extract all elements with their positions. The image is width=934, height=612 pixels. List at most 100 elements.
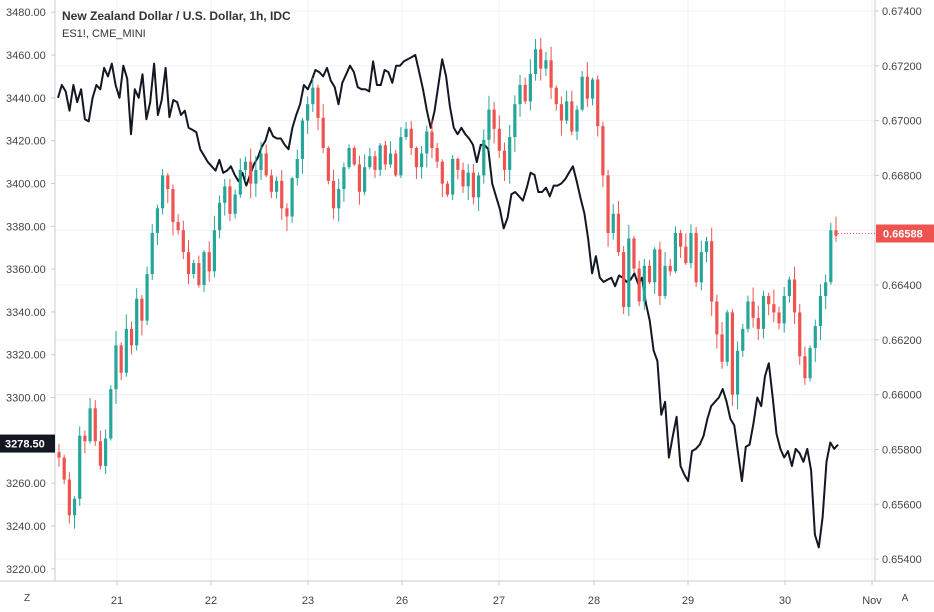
candle <box>306 96 310 134</box>
candle-body <box>166 175 170 190</box>
candle-body <box>761 295 766 329</box>
candle-body <box>378 145 382 170</box>
right-axis-tick-label: 0.65400 <box>882 554 922 566</box>
candle <box>290 176 294 223</box>
candle-body <box>373 156 377 170</box>
candle <box>114 331 118 404</box>
candle <box>228 178 232 222</box>
candle <box>435 142 439 168</box>
candle <box>430 120 434 159</box>
candle-body <box>249 161 253 184</box>
right-axis-tick-label: 0.67400 <box>882 6 922 18</box>
time-axis-tick-label: 28 <box>588 595 600 607</box>
candle <box>352 145 356 167</box>
right-axis-tick-label: 0.66200 <box>882 335 922 347</box>
candle <box>295 149 299 186</box>
right-axis-tick-label: 0.65800 <box>882 444 922 456</box>
last-price-badge-label: 0.66588 <box>883 228 923 240</box>
candle-body <box>658 249 662 296</box>
candle <box>388 141 393 168</box>
candle-body <box>445 183 450 195</box>
candle-body <box>803 356 807 379</box>
candle-body <box>93 408 97 442</box>
right-axis-tick-label: 0.66400 <box>882 280 922 292</box>
candle-body <box>363 167 367 192</box>
candle-body <box>798 312 802 357</box>
candle-body <box>290 178 294 217</box>
time-axis-tick-label: 30 <box>779 595 791 607</box>
candle <box>212 215 216 278</box>
candle-body <box>549 60 553 88</box>
candle-body <box>777 312 781 324</box>
candle <box>150 224 154 280</box>
candle-body <box>792 279 797 313</box>
candle <box>575 105 579 141</box>
candle <box>342 162 346 202</box>
candle <box>124 314 128 377</box>
auto-scale-button[interactable]: A <box>901 593 909 604</box>
time-axis-tick-label: 27 <box>493 595 505 607</box>
candle-body <box>818 295 823 327</box>
candle <box>679 229 683 259</box>
candle <box>104 429 108 474</box>
candle <box>456 157 460 180</box>
candle <box>590 77 595 106</box>
candle-body <box>243 161 248 170</box>
candle-body <box>751 301 755 318</box>
candle-body <box>533 49 538 74</box>
candle-body <box>689 232 693 264</box>
candle-body <box>492 109 496 129</box>
candle-body <box>622 252 626 307</box>
candle <box>751 287 755 328</box>
candle-body <box>104 438 108 466</box>
candle-body <box>637 268 641 302</box>
candle-body <box>192 263 196 275</box>
candle <box>414 146 419 179</box>
candle <box>528 59 532 111</box>
candle <box>274 176 279 199</box>
chart-grid <box>55 0 875 581</box>
candle-body <box>274 180 279 192</box>
right-axis-tick-label: 0.65600 <box>882 499 922 511</box>
candle-body <box>264 153 268 176</box>
candle <box>269 169 273 199</box>
time-axis-tick-label: Nov <box>862 595 882 607</box>
candle-body <box>684 246 688 264</box>
candle <box>497 115 501 158</box>
last-price-badge <box>876 224 934 243</box>
candle <box>787 276 791 303</box>
candle-body <box>414 147 419 168</box>
candle-body <box>321 117 325 148</box>
candle-body <box>824 282 828 296</box>
left-axis-tick-label: 3420.00 <box>6 136 46 148</box>
left-scale-toggle-button[interactable]: Z <box>23 593 31 604</box>
candle-body <box>570 101 574 132</box>
candle-body <box>704 241 709 253</box>
candle-body <box>829 230 833 283</box>
candle-body <box>57 452 61 458</box>
candle-body <box>109 389 113 439</box>
candle <box>746 295 750 333</box>
legend-title: New Zealand Dollar / U.S. Dollar, 1h, ID… <box>62 9 291 23</box>
candle-body <box>233 194 237 214</box>
candle <box>616 201 621 256</box>
candle <box>658 241 662 305</box>
right-axis-tick-label: 0.66800 <box>882 170 922 182</box>
candle <box>254 155 258 197</box>
candle <box>409 120 413 156</box>
candle-body <box>150 232 154 275</box>
candle-body <box>145 274 149 321</box>
candle-body <box>585 76 589 99</box>
candle <box>523 77 527 104</box>
candle-body <box>300 120 305 159</box>
candle <box>471 164 475 205</box>
candle <box>166 172 170 204</box>
candle <box>321 104 325 153</box>
left-axis-tick-label: 3340.00 <box>6 307 46 319</box>
candle <box>544 52 548 76</box>
candle-body <box>394 153 398 176</box>
candle <box>777 306 781 330</box>
candle-body <box>497 128 501 151</box>
